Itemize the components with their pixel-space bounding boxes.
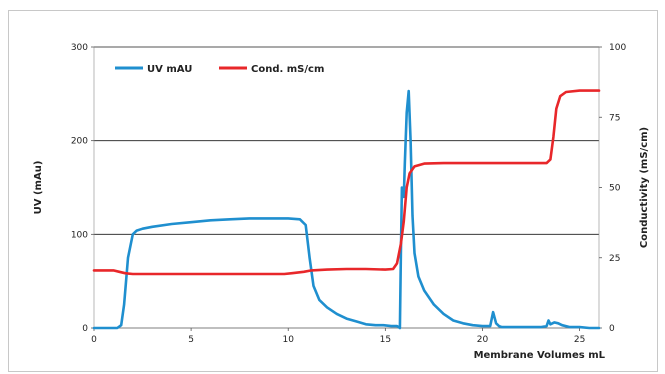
grid-lines	[94, 46, 599, 235]
line-chart: 0 5 10 15 20 25 0 100 200 300 0 25 50 75 100 Membrane …	[33, 43, 650, 361]
series-line-uv	[92, 89, 601, 330]
x-tick-label-25: 25	[574, 335, 585, 345]
legend: UV mAU Cond. mS/cm	[115, 64, 324, 75]
series-layer	[92, 89, 601, 330]
axes	[91, 46, 602, 331]
x-tick-label-5: 5	[188, 335, 194, 345]
y-axis-left-title: UV (mAu)	[33, 161, 44, 215]
series-line-conductivity	[92, 89, 601, 276]
y-right-tick-label-50: 50	[609, 184, 621, 194]
legend-label-uv: UV mAU	[147, 64, 192, 75]
x-axis-title: Membrane Volumes mL	[474, 350, 606, 361]
chart-frame: 0 5 10 15 20 25 0 100 200 300 0 25 50 75 100 Membrane …	[8, 10, 658, 372]
y-left-tick-label-0: 0	[82, 324, 88, 334]
y-left-tick-label-200: 200	[71, 137, 88, 147]
x-tick-label-15: 15	[380, 335, 391, 345]
tick-labels: 0 5 10 15 20 25 0 100 200 300 0 25 50 75 100	[71, 43, 627, 345]
x-tick-label-20: 20	[477, 335, 489, 345]
legend-label-conductivity: Cond. mS/cm	[251, 64, 324, 75]
x-tick-label-0: 0	[91, 335, 97, 345]
x-tick-label-10: 10	[283, 335, 295, 345]
y-left-tick-label-100: 100	[71, 230, 88, 240]
y-right-tick-label-25: 25	[609, 254, 620, 264]
y-left-tick-label-300: 300	[71, 43, 88, 53]
y-right-tick-label-0: 0	[609, 324, 615, 334]
y-right-tick-label-75: 75	[609, 113, 620, 123]
y-right-tick-label-100: 100	[609, 43, 626, 53]
y-axis-right-title: Conductivity (mS/cm)	[639, 127, 650, 248]
